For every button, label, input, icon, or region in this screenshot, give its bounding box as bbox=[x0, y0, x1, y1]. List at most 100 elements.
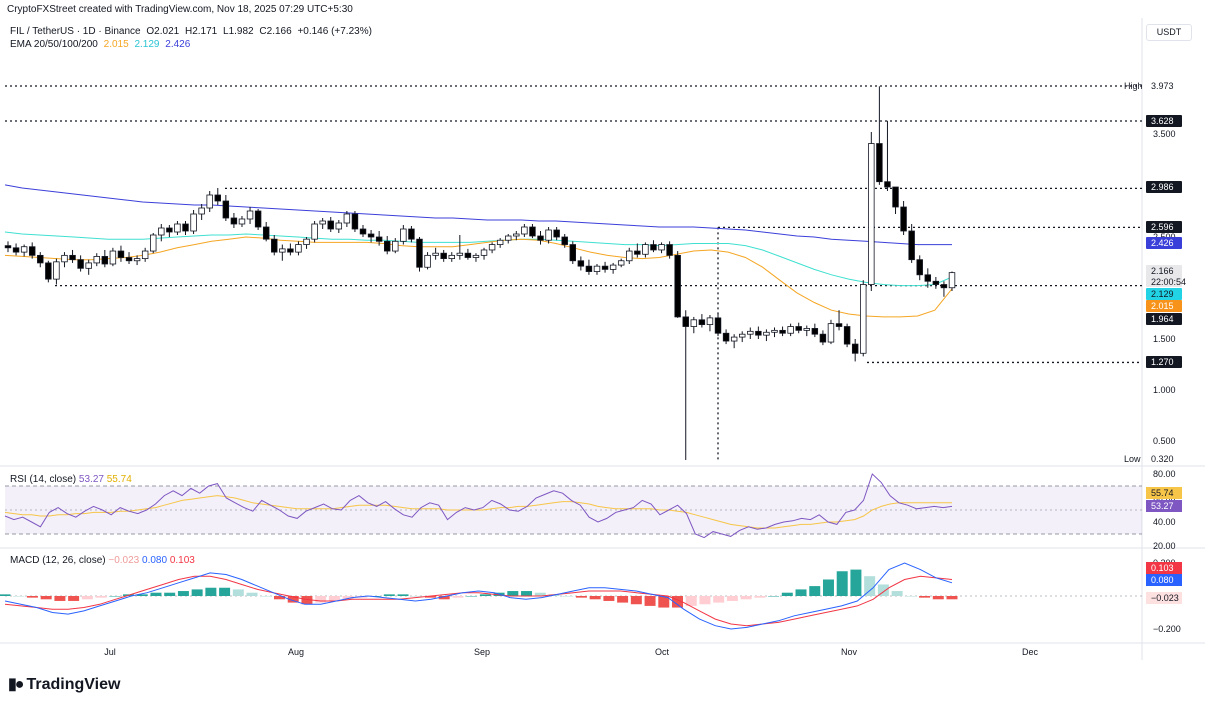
candle-down bbox=[367, 233, 375, 238]
macd-value-box bbox=[1146, 562, 1182, 574]
macd-histogram-bar bbox=[768, 596, 780, 597]
macd-histogram-bar bbox=[411, 596, 423, 597]
macd-histogram-bar bbox=[617, 596, 629, 603]
tradingview-logo[interactable]: ▮● TradingView bbox=[8, 674, 120, 694]
price-label-value: 1.964 bbox=[1151, 314, 1174, 324]
macd-histogram-bar bbox=[919, 596, 931, 598]
macd-histogram-bar bbox=[685, 596, 697, 606]
candle-down bbox=[182, 223, 189, 232]
candle-up bbox=[198, 207, 205, 215]
rsi-tick-label: 40.00 bbox=[1153, 517, 1176, 527]
price-label-value: 2.986 bbox=[1151, 182, 1174, 192]
candle-up bbox=[642, 244, 649, 255]
candle-down bbox=[327, 220, 334, 230]
price-label-value: 2.015 bbox=[1151, 301, 1174, 311]
macd-histogram-bar bbox=[644, 596, 656, 606]
candle-up bbox=[730, 336, 738, 342]
macd-histogram-bar bbox=[315, 596, 327, 603]
macd-histogram-bar bbox=[877, 584, 889, 596]
macd-value-label: 0.080 bbox=[1151, 575, 1174, 585]
price-tick-label: 0.500 bbox=[1153, 436, 1176, 446]
ema100-value: 2.426 bbox=[165, 39, 191, 50]
time-tick-label: Aug bbox=[288, 647, 304, 657]
macd-histogram-bar bbox=[726, 596, 738, 601]
candle-down bbox=[714, 317, 722, 334]
candle-down bbox=[125, 257, 133, 262]
candle-down bbox=[843, 326, 851, 345]
rsi-ma-value: 55.74 bbox=[106, 474, 132, 485]
close-value: C2.166 bbox=[259, 26, 292, 37]
macd-histogram-bar bbox=[932, 596, 944, 600]
candle-up bbox=[133, 258, 141, 262]
candle-up bbox=[706, 317, 714, 326]
candle-down bbox=[601, 265, 609, 270]
macd-histogram-bar bbox=[150, 592, 162, 596]
candle-up bbox=[20, 246, 28, 253]
candle-down bbox=[932, 280, 940, 285]
candle-down bbox=[440, 252, 447, 259]
currency-button[interactable]: USDT bbox=[1146, 24, 1192, 41]
macd-histogram-bar bbox=[177, 591, 189, 596]
macd-histogram-bar bbox=[260, 596, 272, 597]
macd-histogram-bar bbox=[754, 596, 766, 598]
price-label-value: 3.973 bbox=[1151, 81, 1174, 91]
tradingview-mark-icon: ▮● bbox=[8, 676, 25, 693]
price-label-box bbox=[1146, 300, 1182, 312]
candle-down bbox=[12, 247, 20, 253]
price-label-value: 2.596 bbox=[1151, 222, 1174, 232]
candle-up bbox=[246, 210, 254, 220]
macd-label[interactable]: MACD (12, 26, close) bbox=[10, 555, 106, 566]
time-tick-label: Nov bbox=[841, 647, 858, 657]
rsi-value-label: 55.74 bbox=[1151, 488, 1174, 498]
change-value: +0.146 (+7.23%) bbox=[297, 26, 372, 37]
candle-down bbox=[101, 256, 109, 265]
candle-up bbox=[424, 254, 431, 268]
candle-down bbox=[916, 259, 923, 276]
rsi-label[interactable]: RSI (14, close) bbox=[10, 474, 77, 485]
macd-histogram-bar bbox=[397, 594, 409, 596]
candle-down bbox=[37, 254, 44, 264]
candle-down bbox=[851, 343, 859, 354]
candle-down bbox=[359, 228, 367, 235]
candle-down bbox=[884, 181, 891, 188]
candle-down bbox=[940, 284, 948, 289]
candle-up bbox=[456, 252, 464, 256]
macd-histogram-bar bbox=[123, 594, 135, 596]
macd-histogram-bar bbox=[68, 596, 80, 601]
macd-value-label: 0.103 bbox=[1151, 563, 1174, 573]
macd-histogram-bar bbox=[383, 594, 395, 596]
candle-up bbox=[279, 248, 286, 253]
macd-value-box bbox=[1146, 592, 1182, 604]
price-label-value: 0.320 bbox=[1151, 454, 1174, 464]
candle-down bbox=[408, 228, 415, 240]
macd-legend: MACD (12, 26, close) −0.023 0.080 0.103 bbox=[10, 555, 195, 566]
macd-histogram-bar bbox=[136, 594, 148, 596]
candle-down bbox=[569, 244, 577, 262]
price-label-value: 1.270 bbox=[1151, 357, 1174, 367]
macd-histogram-bar bbox=[452, 596, 464, 598]
candle-down bbox=[682, 316, 689, 327]
ema-label[interactable]: EMA 20/50/100/200 bbox=[10, 39, 98, 50]
macd-histogram-bar bbox=[699, 596, 711, 605]
rsi-band-fill bbox=[5, 486, 1142, 534]
candle-down bbox=[69, 254, 76, 261]
candle-down bbox=[666, 244, 673, 256]
macd-line bbox=[4, 562, 953, 630]
candle-down bbox=[650, 244, 657, 251]
candle-down bbox=[351, 213, 359, 230]
price-tick-label: 1.000 bbox=[1153, 385, 1176, 395]
candle-up bbox=[472, 254, 480, 258]
attribution-header: CryptoFXStreet created with TradingView.… bbox=[7, 4, 353, 15]
macd-histogram-bar bbox=[109, 596, 121, 597]
rsi-value-box bbox=[1146, 500, 1182, 512]
high-value: H2.171 bbox=[185, 26, 218, 37]
macd-histogram-bar bbox=[493, 592, 505, 596]
rsi-value-label: 53.27 bbox=[1151, 501, 1174, 511]
candle-down bbox=[835, 323, 843, 327]
macd-histogram-bar bbox=[809, 586, 821, 596]
macd-histogram-bar bbox=[891, 591, 903, 596]
macd-histogram-bar bbox=[246, 592, 258, 596]
symbol-name[interactable]: FIL / TetherUS · 1D · Binance bbox=[10, 26, 141, 37]
macd-histogram-bar bbox=[328, 596, 340, 601]
